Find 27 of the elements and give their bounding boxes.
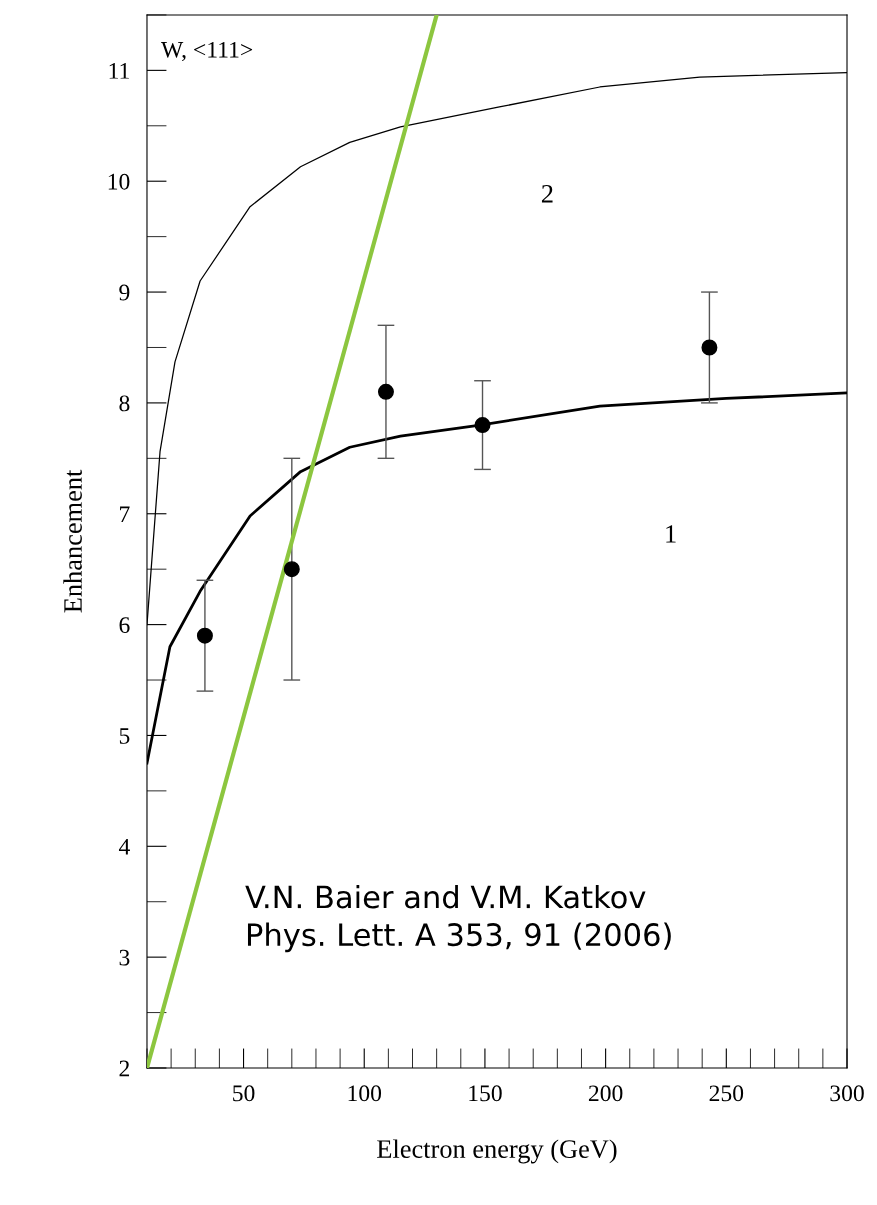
x-tick-label: 250 [709,1085,744,1102]
y-tick-label: 6 [119,617,130,634]
x-tick-label: 50 [233,1085,255,1102]
point [283,561,300,578]
x-tick-label: 100 [348,1085,382,1102]
y-tick-label: 4 [118,838,130,855]
annotation: V.N. Baier and V.M. Katkov Phys. Lett. A 353, 91 (2006) [245,884,671,953]
y-tick-label: 5 [119,728,130,744]
x-tick-label: 200 [588,1085,623,1102]
point [196,627,213,644]
annotation: 1 [666,525,676,543]
annotation: 2 [541,184,553,203]
y-tick-label: 3 [119,949,130,966]
point [377,383,394,400]
y-tick-label: 10 [108,173,130,190]
y-tick-label: 7 [120,506,130,522]
y-axis-title: Enhancement [63,469,82,613]
y-tick-label: 11 [109,62,129,79]
x-tick-label: 150 [469,1085,502,1102]
y-tick-label: 9 [119,284,130,301]
x-axis-title: Electron energy (GeV) [377,1139,617,1164]
point [701,339,718,356]
annotation: W, <111> [161,41,253,62]
y-tick-label: 2 [119,1060,130,1077]
x-tick-label: 300 [830,1085,864,1102]
y-tick-label: 8 [119,395,130,412]
point [474,417,491,434]
